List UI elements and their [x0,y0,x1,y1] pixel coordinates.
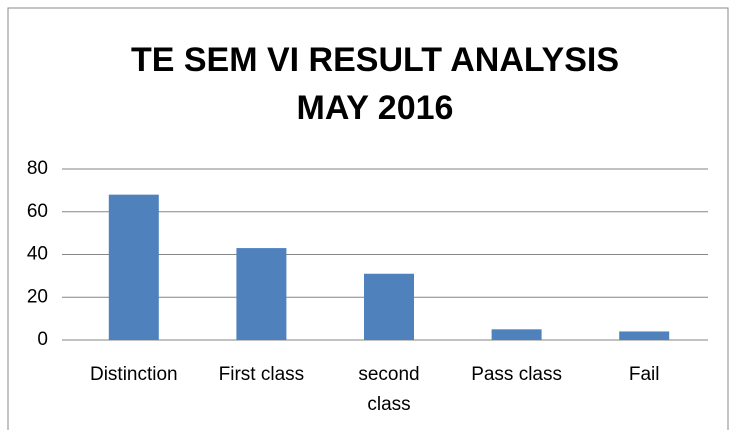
x-tick-label: Distinction [90,364,178,385]
chart-title: MAY 2016 [297,89,454,127]
y-tick-label: 20 [27,286,48,307]
y-tick-label: 0 [37,329,48,350]
y-tick-label: 60 [27,201,48,222]
chart-title: TE SEM VI RESULT ANALYSIS [131,41,619,79]
bar [364,273,414,340]
x-tick-label-line: class [367,394,410,415]
x-tick-label-line: second [358,364,419,385]
bar [491,329,542,340]
bar [619,331,670,340]
x-tick-label: Fail [629,364,660,385]
x-tick-label: second class [358,364,419,415]
x-tick-label: First class [219,364,305,385]
y-tick-label: 80 [27,158,48,179]
bar [236,248,287,340]
y-tick-label: 40 [27,244,48,265]
chart-border [7,7,729,430]
bar [108,194,159,340]
x-tick-label: Pass class [471,364,562,385]
